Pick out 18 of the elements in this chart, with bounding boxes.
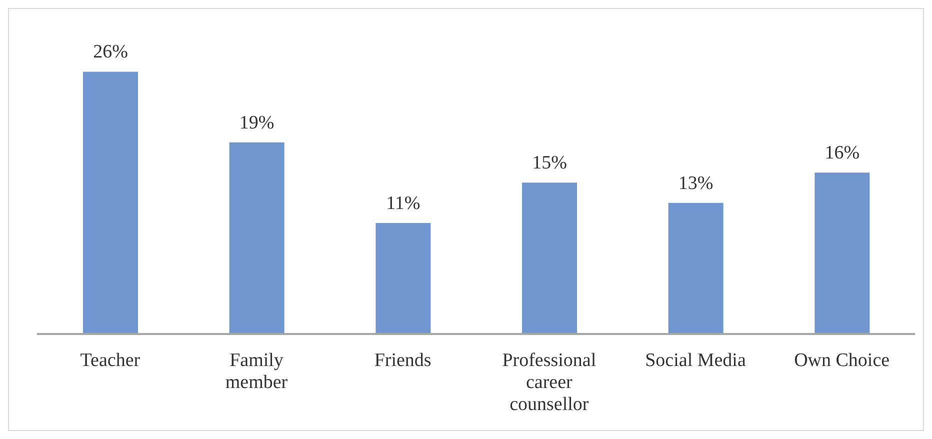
data-label: 19% bbox=[239, 112, 274, 134]
data-label: 13% bbox=[678, 172, 714, 194]
bar bbox=[522, 182, 577, 334]
x-tick-label: Own Choice bbox=[794, 350, 890, 371]
data-label: 11% bbox=[386, 193, 420, 214]
data-label: 16% bbox=[824, 142, 860, 164]
bar bbox=[668, 202, 724, 334]
bar bbox=[814, 172, 870, 334]
x-tick-label: Family member bbox=[225, 350, 288, 393]
x-tick-label: Social Media bbox=[645, 350, 746, 371]
bar bbox=[376, 223, 431, 334]
x-tick-label: Friends bbox=[374, 350, 432, 371]
data-label: 26% bbox=[93, 42, 128, 63]
data-label: 15% bbox=[532, 152, 568, 174]
x-tick-label: Teacher bbox=[80, 350, 141, 371]
x-tick-label: Professional career counsellor bbox=[502, 350, 596, 415]
bar bbox=[83, 72, 138, 334]
bar bbox=[229, 142, 284, 334]
